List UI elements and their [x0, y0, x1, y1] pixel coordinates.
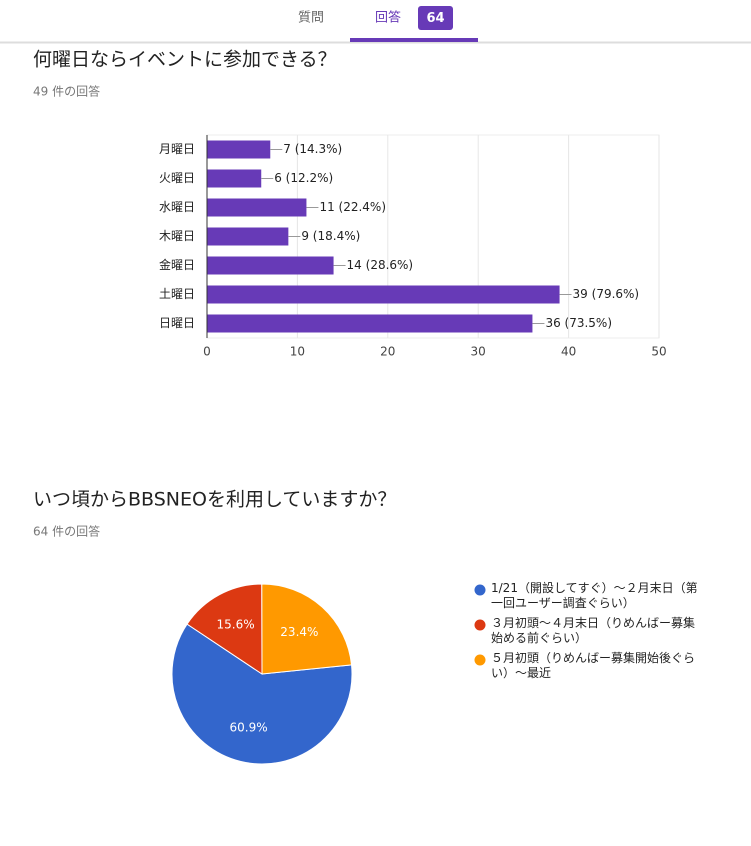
- legend-label: ３月初頭～４月末日（りめんばー募集始める前ぐらい）: [491, 616, 696, 645]
- slice-label: 15.6%: [217, 617, 255, 631]
- x-tick-label: 10: [290, 345, 305, 359]
- legend-swatch: [474, 619, 486, 631]
- x-tick-label: 40: [561, 345, 576, 359]
- value-label: 6 (12.2%): [274, 171, 333, 185]
- y-tick-label: 金曜日: [159, 257, 195, 272]
- chart-title: 何曜日ならイベントに参加できる？: [33, 49, 337, 71]
- y-tick-label: 土曜日: [159, 287, 195, 301]
- value-label: 9 (18.4%): [301, 229, 360, 243]
- tab-questions[interactable]: 質問: [298, 11, 324, 26]
- pie-slice: [186, 583, 263, 675]
- x-tick-label: 0: [203, 345, 211, 359]
- x-tick-label: 50: [651, 345, 666, 359]
- x-tick-label: 30: [471, 345, 486, 359]
- value-label: 39 (79.6%): [573, 287, 640, 301]
- bar: [207, 227, 289, 246]
- chart-subtitle: 49 件の回答: [33, 84, 100, 99]
- bar: [207, 198, 307, 217]
- legend-label: 1/21（開設してすぐ）～２月末日（第一回ユーザー調査ぐらい）: [491, 581, 698, 610]
- chart-title: いつ頃からBBSNEOを利用していますか？: [33, 489, 396, 511]
- value-label: 36 (73.5%): [545, 316, 612, 330]
- value-label: 11 (22.4%): [319, 200, 386, 214]
- bar: [207, 140, 271, 159]
- y-tick-label: 水曜日: [159, 200, 195, 214]
- bar: [207, 314, 533, 333]
- bar: [207, 285, 560, 304]
- legend-swatch: [474, 584, 486, 596]
- slice-label: 23.4%: [280, 625, 318, 639]
- y-tick-label: 火曜日: [159, 171, 195, 185]
- bar: [207, 256, 334, 275]
- x-tick-label: 20: [380, 345, 395, 359]
- y-tick-label: 木曜日: [159, 229, 195, 243]
- tab-bar: [0, 0, 751, 42]
- value-label: 7 (14.3%): [283, 142, 342, 156]
- chart-subtitle: 64 件の回答: [33, 524, 100, 539]
- slice-label: 60.9%: [230, 721, 268, 735]
- legend-label: ５月初頭（りめんばー募集開始後ぐらい）～最近: [491, 651, 696, 680]
- response-count: 64: [426, 11, 444, 26]
- tab-indicator: [350, 38, 478, 42]
- y-tick-label: 月曜日: [159, 142, 195, 156]
- legend-swatch: [474, 654, 486, 666]
- count-badge: [418, 6, 453, 30]
- value-label: 14 (28.6%): [347, 258, 414, 272]
- pie-slice: [171, 623, 353, 765]
- bar: [207, 169, 262, 188]
- y-tick-label: 日曜日: [159, 316, 195, 330]
- pie-slice: [261, 583, 353, 675]
- tab-responses[interactable]: 回答: [375, 10, 401, 26]
